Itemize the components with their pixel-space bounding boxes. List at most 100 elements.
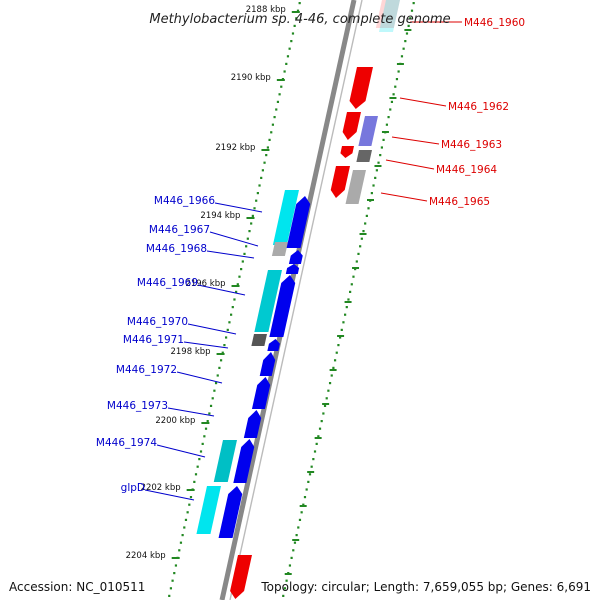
ruler-left-dot [276, 100, 280, 103]
ruler-left-dot [231, 306, 234, 309]
ruler-left-dot [203, 435, 206, 438]
ruler-left-dot [213, 389, 216, 392]
cds-forward [269, 275, 296, 337]
ruler-right-dot [295, 534, 298, 537]
ruler-left-dot [248, 230, 251, 233]
ruler-right-dot [355, 260, 358, 263]
ruler-left-dot [235, 290, 238, 293]
ruler-left-dot [258, 184, 261, 187]
ruler-right-dot [297, 526, 300, 529]
cds-reverse [230, 555, 252, 599]
ruler-right-dot [327, 389, 330, 392]
ruler-right-dot [332, 366, 335, 369]
ruler-left-dot [173, 572, 176, 575]
ruler-left-dot [188, 503, 191, 506]
feature-cyan [196, 486, 221, 534]
ruler-left-dot [214, 382, 218, 385]
ruler-right-dot [305, 488, 308, 491]
cds-reverse [342, 112, 361, 140]
cds-forward [251, 377, 271, 409]
gene-label-forward: M446_1970 [127, 316, 188, 328]
cds-reverse [340, 146, 354, 158]
ruler-right-dot [293, 541, 297, 544]
gene-label-forward: M446_1972 [116, 364, 177, 376]
ruler-left-dot [178, 549, 181, 552]
gene-label-reverse: M446_1962 [448, 101, 509, 113]
ruler-right-dot [357, 252, 360, 255]
ruler-left-dot [285, 62, 288, 65]
ruler-left-dot [168, 594, 171, 597]
feature-gray [356, 150, 372, 162]
ruler-left-dot [238, 275, 241, 278]
ruler-left-dot [228, 321, 231, 324]
feature-light-gray [271, 242, 288, 256]
gene-leader-line [399, 97, 447, 107]
ruler-right-dot [282, 594, 285, 597]
ruler-left-dot [198, 458, 201, 461]
ruler-right-dot [315, 442, 318, 445]
gene-label-forward: glpD [121, 482, 145, 494]
ruler-right-dot [385, 123, 389, 126]
ruler-right-dot [333, 359, 337, 362]
ruler-left-dot [255, 199, 258, 202]
gene-label-forward: M446_1971 [123, 334, 184, 346]
ruler-right-dot [364, 222, 367, 225]
ruler-right-dot [402, 47, 405, 50]
gene-label-reverse: M446_1964 [436, 164, 497, 176]
ruler-left-dot [260, 176, 263, 179]
ruler-left-dot [226, 328, 229, 331]
ruler-left-dot [256, 192, 259, 195]
ruler-left-dot [179, 541, 183, 544]
ruler-left-dot [230, 313, 233, 316]
ruler-right-dot [410, 9, 414, 12]
ruler-right-dot [318, 427, 322, 430]
ruler-right-dot [320, 420, 323, 423]
gene-leader-line [206, 250, 255, 259]
ruler-right-dot [367, 207, 370, 210]
feature-cyan [254, 270, 282, 332]
ruler-left-dot [261, 169, 264, 172]
ruler-right-dot [298, 518, 302, 521]
ruler-right-dot [337, 344, 340, 347]
ruler-right-dot [310, 465, 313, 468]
ruler-left-dot [290, 40, 293, 43]
gene-leader-line [209, 231, 259, 247]
ruler-left-dot [201, 442, 204, 445]
cds-forward [285, 264, 300, 274]
ruler-left-dot [280, 85, 283, 88]
ruler-left-dot [240, 268, 243, 271]
ruler-right-dot [400, 55, 404, 58]
ruler-left [168, 2, 301, 597]
ruler-left-dot [296, 9, 300, 12]
ruler-right-dot [303, 496, 307, 499]
ruler-right-dot [409, 17, 412, 20]
ruler-left-dot [183, 526, 186, 529]
ruler-right-dot [352, 275, 355, 278]
ruler-left-dot [268, 138, 271, 141]
ruler-right-dot [374, 176, 377, 179]
ruler-right [282, 2, 415, 597]
scale-tick-label: 2190 kbp [231, 73, 271, 83]
feature-light-gray [345, 170, 366, 204]
ruler-right-dot [397, 70, 400, 73]
ruler-right-dot [412, 2, 415, 5]
ruler-right-dot [330, 374, 333, 377]
ruler-right-dot [292, 549, 295, 552]
ruler-left-dot [189, 496, 193, 499]
gene-leader-line [187, 323, 237, 335]
ruler-right-dot [362, 230, 365, 233]
ruler-right-dot [288, 564, 292, 567]
scale-tick-label: 2188 kbp [246, 5, 286, 15]
ruler-right-dot [317, 435, 320, 438]
ruler-right-dot [325, 397, 328, 400]
gene-label-forward: M446_1966 [154, 195, 215, 207]
ruler-right-dot [350, 283, 353, 286]
ruler-left-dot [273, 116, 276, 119]
ruler-left-dot [265, 154, 268, 157]
ruler-right-dot [394, 85, 397, 88]
ruler-left-dot [241, 260, 244, 263]
scale-tick-label: 2194 kbp [200, 211, 240, 221]
accession-label: Accession: NC_010511 [9, 580, 146, 594]
cds-forward [218, 486, 243, 538]
